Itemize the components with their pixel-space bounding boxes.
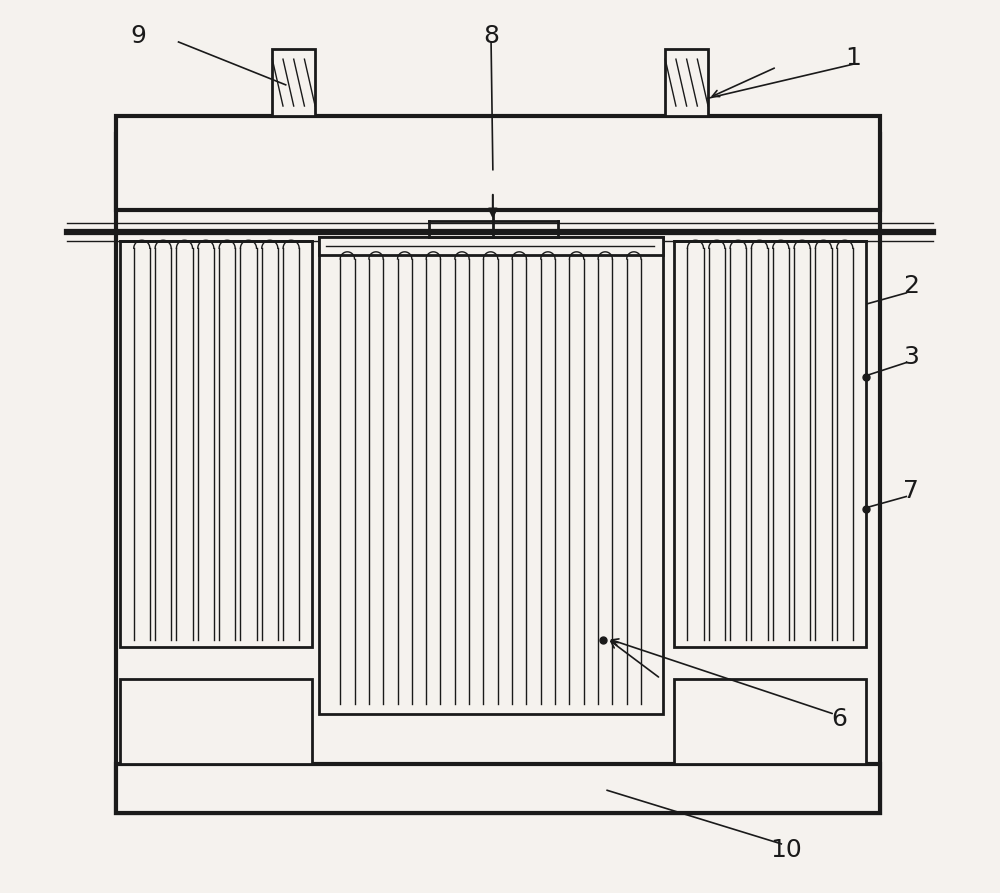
Text: 9: 9: [130, 24, 146, 47]
Bar: [116, 116, 880, 210]
Text: 2: 2: [903, 274, 919, 297]
Text: 7: 7: [903, 480, 919, 503]
Text: 1: 1: [845, 46, 861, 70]
Bar: [674, 241, 866, 647]
Bar: [319, 237, 663, 255]
Bar: [665, 49, 708, 116]
Bar: [120, 679, 312, 764]
Bar: [319, 237, 663, 714]
Bar: [116, 134, 880, 813]
Bar: [674, 679, 866, 764]
Text: 10: 10: [770, 839, 802, 862]
Bar: [116, 764, 880, 813]
Text: 8: 8: [483, 24, 499, 47]
Text: 6: 6: [831, 707, 847, 730]
Text: 3: 3: [903, 346, 919, 369]
Bar: [272, 49, 315, 116]
Bar: [120, 241, 312, 647]
